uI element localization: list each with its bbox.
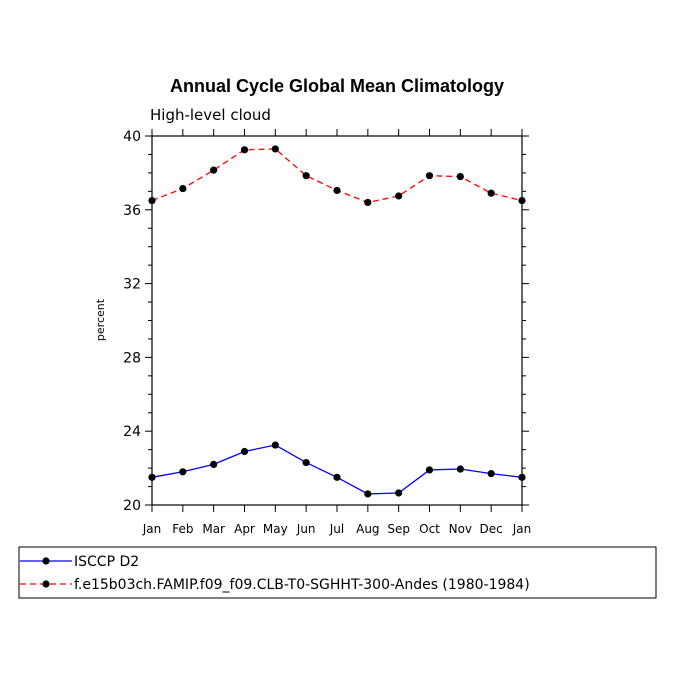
x-tick-label: Jan [512,522,532,536]
series-0-point [179,468,187,476]
series-1-point [395,192,403,200]
series-1-point [425,172,434,180]
y-tick-label: 40 [123,129,141,145]
legend-box [18,546,657,599]
series-1-point [210,166,218,174]
x-tick-label: Sep [387,522,410,536]
series-1-point [271,145,279,153]
series-layer [148,145,526,498]
x-tick-label: Dec [480,522,503,536]
series-1-point [518,196,526,205]
legend-label-isccp: ISCCP D2 [74,554,139,570]
series-line-1 [151,148,523,204]
series-0-point [210,460,218,469]
y-tick-label: 24 [123,424,141,440]
legend-marker-model [42,580,50,588]
x-tick-label: Oct [419,522,440,536]
x-tick-label: May [263,522,288,536]
x-tick-label: Aug [356,522,379,536]
x-tick-label: Jun [296,522,316,536]
series-0-point [395,489,403,497]
x-tick-label: Jan [142,522,162,536]
series-1-point [148,196,156,205]
series-line-0 [151,444,523,495]
y-tick-label: 20 [123,498,141,514]
y-tick-label: 28 [123,350,141,366]
series-1-point [333,186,341,195]
series-0-point [271,441,279,449]
legend-marker-isccp [42,557,50,565]
chart-title: Annual Cycle Global Mean Climatology [170,76,504,96]
x-tick-label: Jul [329,522,344,536]
series-1-point [240,146,249,154]
series-0-point [302,458,310,467]
legend: ISCCP D2 f.e15b03ch.FAMIP.f09_f09.CLB-T0… [18,546,657,599]
x-tick-label: Nov [449,522,472,536]
y-tick-label: 32 [123,277,141,293]
series-0-point [333,473,341,481]
x-tick-label: Apr [234,522,255,536]
series-1-point [179,184,187,193]
series-1-point [456,172,464,181]
series-0-point [456,465,464,473]
series-0-point [148,473,156,481]
series-0-point [240,447,249,456]
series-1-point [487,189,495,197]
series-0-point [487,470,495,478]
chart-subtitle: High-level cloud [150,106,271,124]
y-axis-label: percent [94,298,107,341]
series-1-point [364,198,372,207]
series-0-point [364,490,372,498]
series-1-point [302,172,310,180]
x-tick-label: Feb [172,522,193,536]
series-0-point [425,466,434,474]
series-0-point [518,473,526,481]
x-tick-label: Mar [202,522,225,536]
axes: 20 24 28 32 36 40 Jan Feb Mar Apr May Jun Jul Aug Sep O… [123,129,531,536]
legend-label-model: f.e15b03ch.FAMIP.f09_f09.CLB-T0-SGHHT-30… [74,577,530,593]
y-tick-label: 36 [123,203,141,219]
